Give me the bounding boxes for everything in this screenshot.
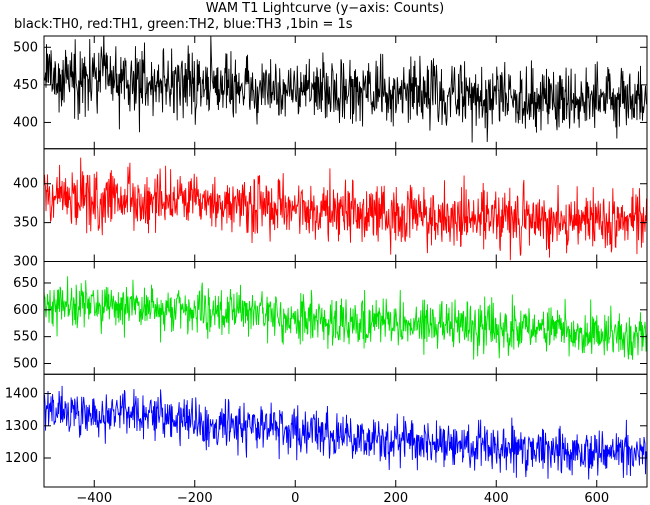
panel-th3-frame	[43, 373, 648, 488]
x-tick-label: −200	[177, 491, 213, 505]
x-tick-label: 200	[383, 491, 408, 505]
panel-th1-ytick-label: 300	[13, 255, 38, 270]
x-tick-label: 600	[584, 491, 609, 505]
panel-th2-ytick-label: 650	[13, 276, 38, 291]
panel-th1-ytick-label: 350	[13, 216, 38, 231]
panel-th3-ytick-label: 1200	[5, 451, 38, 466]
x-tick-label: 400	[484, 491, 509, 505]
x-tick-label: −400	[76, 491, 112, 505]
panel-th0-ytick-label: 450	[13, 78, 38, 93]
panel-th3-ytick-label: 1400	[5, 387, 38, 402]
panel-th2-series-line	[44, 276, 647, 360]
x-tick-label: 0	[291, 491, 299, 505]
panel-th1-series-line	[44, 157, 647, 261]
panel-th2-ytick-label: 550	[13, 330, 38, 345]
panel-th3-series-line	[44, 385, 647, 480]
chart-title: WAM T1 Lightcurve (y−axis: Counts)	[205, 1, 445, 16]
panel-th0-series-line	[44, 36, 647, 143]
panel-th2-ytick-label: 600	[13, 303, 38, 318]
panel-th2-ytick-label: 500	[13, 357, 38, 372]
panel-th3-ytick-label: 1300	[5, 419, 38, 434]
panel-th0-ytick-label: 500	[13, 40, 38, 55]
panel-th0-ytick-label: 400	[13, 115, 38, 130]
panel-th1-ytick-label: 400	[13, 177, 38, 192]
chart-subtitle: black:TH0, red:TH1, green:TH2, blue:TH3 …	[14, 17, 353, 32]
